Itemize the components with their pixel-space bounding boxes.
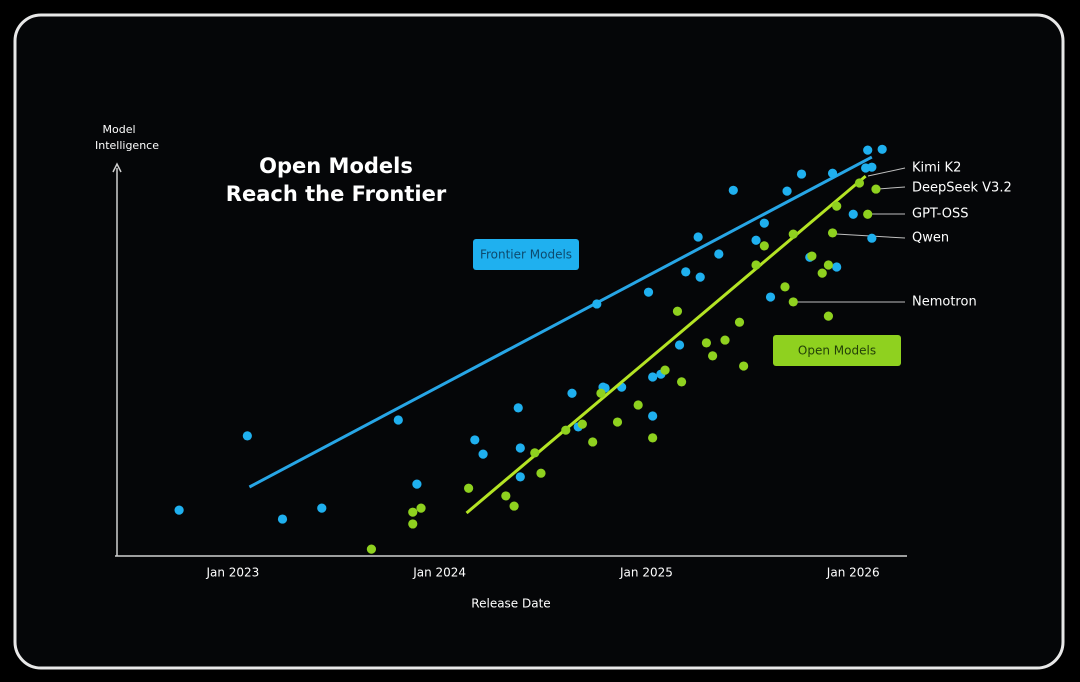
data-point: [561, 425, 571, 435]
data-point: [780, 282, 790, 292]
data-point: [633, 400, 643, 410]
x-axis-label: Release Date: [471, 597, 550, 611]
data-point: [530, 448, 540, 458]
data-point: [501, 491, 511, 501]
data-point: [412, 479, 422, 489]
data-point: [788, 297, 798, 307]
annotation: Kimi K2: [912, 161, 961, 176]
legend-item: Open Models: [773, 335, 901, 366]
data-point: [674, 340, 685, 350]
data-point: [672, 306, 683, 316]
legend-label: Open Models: [798, 344, 876, 358]
data-point: [277, 514, 288, 524]
data-point: [734, 317, 745, 327]
leader-line: [867, 167, 906, 177]
y-axis-label: Intelligence: [95, 139, 159, 152]
data-point: [393, 415, 403, 425]
data-point: [464, 483, 474, 493]
y-axis-label: Model: [102, 123, 135, 136]
data-point: [408, 507, 418, 517]
data-point: [759, 218, 769, 228]
data-point: [863, 145, 873, 155]
data-point: [832, 201, 842, 211]
data-point: [416, 503, 426, 513]
data-point: [720, 335, 730, 345]
data-point: [714, 249, 724, 259]
data-point: [242, 431, 252, 441]
annotation: DeepSeek V3.2: [912, 181, 1012, 196]
annotation: Qwen: [912, 231, 949, 246]
title-line: Reach the Frontier: [226, 182, 447, 206]
data-point: [478, 449, 488, 459]
data-point: [751, 235, 761, 245]
data-point: [577, 419, 587, 429]
data-point: [863, 209, 873, 219]
data-point: [515, 443, 525, 453]
x-tick-label: Jan 2023: [205, 566, 259, 580]
data-point: [648, 411, 658, 421]
data-point: [509, 501, 519, 511]
data-point: [728, 185, 738, 195]
legend-swatch: [473, 239, 579, 270]
data-point: [513, 403, 523, 413]
leader-line: [877, 186, 906, 190]
legend-item: Frontier Models: [473, 239, 579, 270]
data-point: [660, 365, 670, 375]
data-point: [643, 287, 654, 297]
data-point: [536, 468, 546, 478]
data-point: [592, 299, 602, 309]
trend-line: [248, 155, 873, 489]
data-point: [596, 388, 606, 398]
data-point: [807, 251, 817, 261]
screen-frame: [13, 13, 1065, 670]
annotation: Nemotron: [912, 295, 977, 310]
data-point: [854, 178, 865, 188]
x-tick-label: Jan 2024: [412, 566, 466, 580]
data-point: [765, 292, 776, 302]
annotation: GPT-OSS: [912, 207, 968, 222]
data-point: [515, 472, 525, 482]
data-point: [588, 437, 598, 447]
data-point: [174, 505, 184, 515]
title-line: Open Models: [259, 154, 413, 178]
data-point: [612, 417, 623, 427]
data-point: [366, 544, 377, 554]
data-point: [695, 272, 705, 282]
legend-swatch: [773, 335, 901, 366]
data-point: [782, 186, 792, 196]
data-point: [848, 209, 858, 219]
data-point: [648, 433, 658, 443]
data-point: [759, 241, 769, 251]
data-point: [817, 268, 827, 278]
data-point: [751, 260, 761, 270]
data-point: [867, 162, 877, 172]
data-point: [567, 388, 577, 398]
data-point: [871, 184, 881, 194]
data-point: [317, 503, 327, 513]
data-point: [832, 262, 842, 272]
data-point: [739, 361, 749, 371]
data-point: [708, 351, 718, 361]
data-point: [867, 233, 877, 243]
data-point: [877, 144, 887, 154]
data-point: [827, 228, 838, 238]
data-point: [701, 338, 712, 348]
data-point: [693, 232, 703, 242]
x-tick-label: Jan 2026: [826, 566, 880, 580]
data-point: [823, 311, 834, 321]
data-point: [677, 377, 687, 387]
legend-label: Frontier Models: [480, 248, 572, 262]
data-point: [796, 169, 807, 179]
data-point: [648, 372, 658, 382]
data-point: [827, 168, 838, 178]
data-point: [788, 229, 798, 239]
x-tick-label: Jan 2025: [619, 566, 673, 580]
data-point: [823, 260, 834, 270]
annotation-leaders: [797, 167, 906, 303]
data-point: [470, 435, 480, 445]
y-axis-arrow: [112, 162, 122, 173]
data-point: [681, 267, 691, 277]
data-point: [408, 519, 418, 529]
